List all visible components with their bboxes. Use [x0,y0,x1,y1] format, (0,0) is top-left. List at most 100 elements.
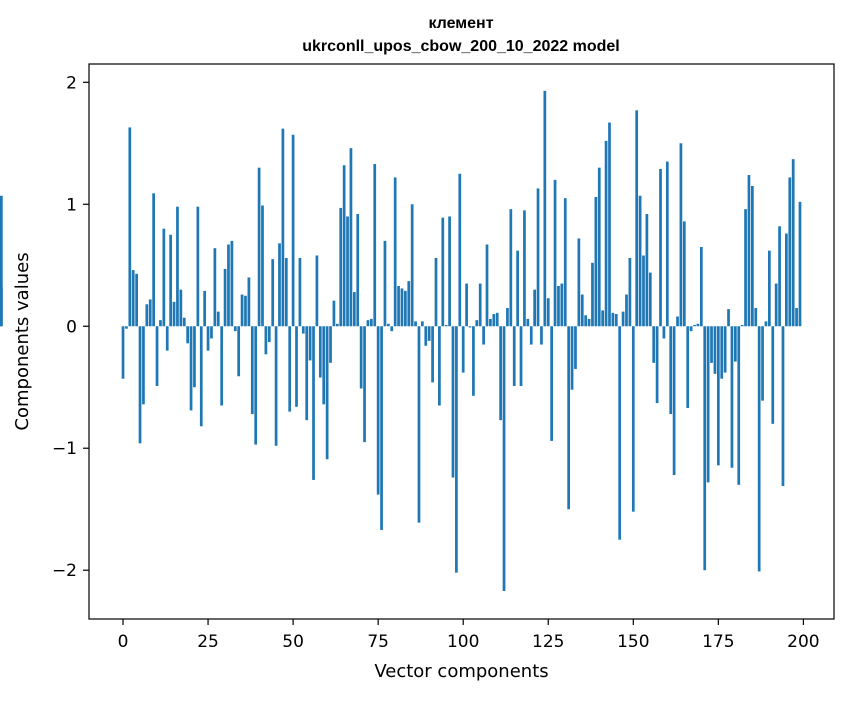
bar [754,307,758,327]
plot-frame [88,63,835,620]
bar [778,226,781,327]
bar [400,288,404,327]
bar [489,318,492,327]
bar [131,270,135,327]
bar [601,310,605,327]
bar [441,217,445,327]
bar [751,185,754,327]
bar [733,326,737,362]
x-tick-label: 175 [702,632,734,652]
bar [679,143,683,327]
bar [570,326,574,390]
bar [723,326,727,373]
bar [557,286,560,327]
bar [495,312,499,327]
bar [298,257,302,327]
bar [250,326,254,415]
bar [390,326,394,332]
bar [625,294,628,327]
bar [706,326,710,483]
bar [485,244,489,327]
bar [771,326,775,424]
y-tick-label: −2 [52,561,77,581]
bar [560,283,564,327]
x-axis-ticks: 0 25 50 75 100 125 150 175 200 [118,619,820,652]
bar [135,273,138,327]
bar-series [0,90,802,591]
bar [186,326,190,344]
bar [0,287,3,327]
bar [791,159,795,327]
bar [349,148,353,327]
bar [369,318,373,327]
bar [628,257,632,327]
bar [404,290,407,327]
bar [472,326,475,396]
bar [740,325,744,327]
bar [438,326,441,406]
bar [523,210,526,327]
bar [604,140,608,327]
bar [529,326,533,345]
bar [189,326,193,411]
x-tick-label: 125 [532,632,564,652]
chart-title-line2: ukrconll_upos_cbow_200_10_2022 model [302,38,619,55]
bar [451,326,455,478]
bar [271,259,275,327]
bar [757,326,761,572]
bar [785,233,788,327]
bar [696,323,700,327]
x-tick-label: 0 [118,632,129,652]
bar [148,299,152,327]
bar [352,292,356,327]
bar [237,326,241,377]
bar [410,204,414,327]
bar [257,167,261,327]
bar [142,326,145,405]
bar [281,128,285,327]
bar [274,326,278,446]
bar [580,294,584,327]
x-tick-label: 25 [197,632,219,652]
x-tick-label: 150 [617,632,649,652]
bar [417,326,421,523]
bar [720,326,724,379]
bar [284,257,288,327]
bar [611,312,615,327]
bar [288,326,292,412]
bar [387,323,390,327]
bar [638,195,642,327]
bar [584,315,588,327]
bar [567,326,571,510]
bar [648,272,652,327]
bar [424,326,428,346]
bar [254,326,258,445]
y-tick-label: −1 [52,439,77,459]
bar [642,255,645,327]
bar [618,326,622,540]
bar [795,307,798,327]
bar [421,321,424,327]
bar [444,325,448,327]
bar [631,326,635,512]
bar [159,320,162,327]
bar [376,326,380,495]
y-axis-ticks: −2 −1 0 1 2 [52,73,89,581]
y-tick-label: 1 [66,195,77,215]
bar [475,320,479,327]
y-axis-label: Components values [12,252,33,430]
bar [322,326,326,405]
bar [635,110,639,327]
bar [455,326,458,573]
bar [478,283,482,327]
bar [199,326,203,427]
bar [662,326,666,339]
bar [193,326,196,388]
chart-title-line1: клемент [428,15,493,32]
bar [774,283,778,327]
x-tick-label: 75 [367,632,389,652]
bar [533,289,536,327]
y-tick-label: 0 [66,317,77,337]
